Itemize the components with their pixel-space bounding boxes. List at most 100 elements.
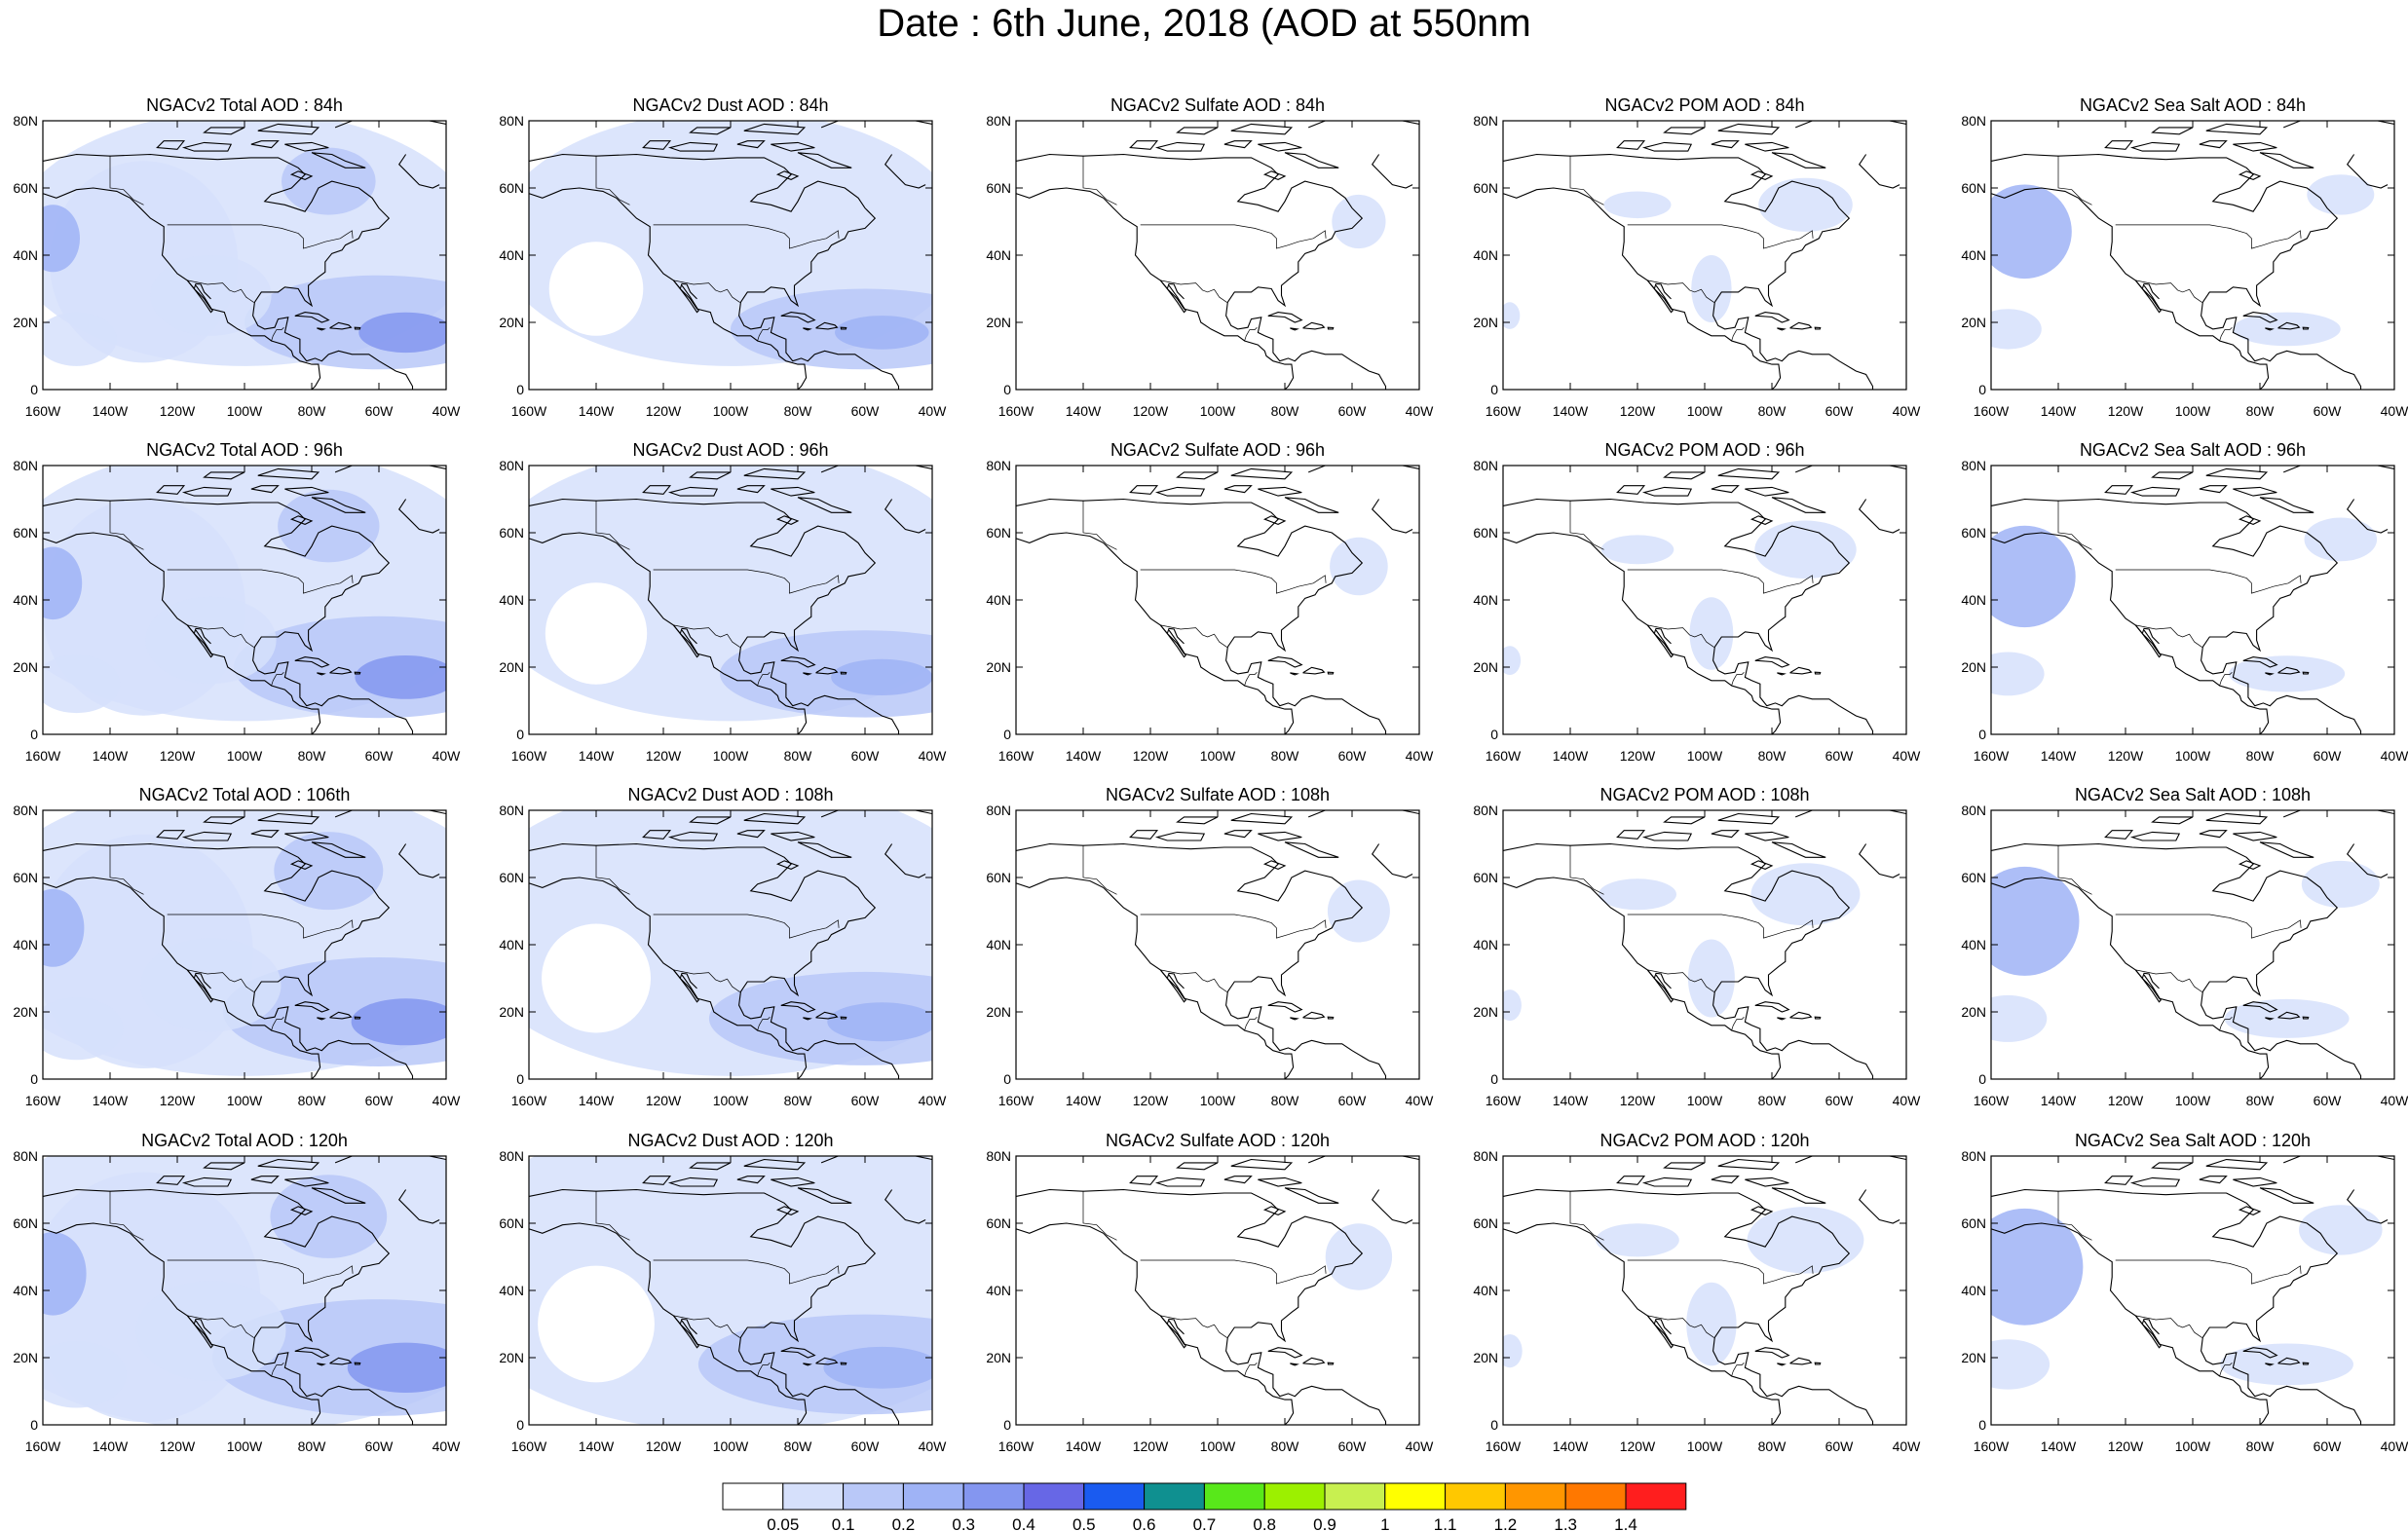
lon-tick-label: 80W [1271,748,1300,764]
lon-tick-label: 160W [1974,748,2010,764]
lon-tick-label: 40W [919,1438,948,1454]
coastlines [1991,466,2394,734]
lat-tick-label: 20N [13,1004,38,1020]
panel-title: NGACv2 POM AOD : 96h [1604,440,1804,460]
aod-plume [140,938,282,1032]
panel-title: NGACv2 POM AOD : 120h [1599,1131,1809,1150]
coastlines [1991,810,2394,1079]
lon-tick-label: 80W [1271,1093,1300,1108]
panel-title: NGACv2 Total AOD : 120h [141,1131,348,1150]
lon-tick-label: 160W [25,748,61,764]
aod-plume [1295,990,1342,1022]
aod-plume [1596,1223,1679,1257]
aod-plume [1991,866,2080,976]
lat-tick-label: 80N [499,458,524,473]
lon-tick-label: 40W [1406,403,1435,419]
lat-tick-label: 60N [1961,525,1986,541]
lat-tick-label: 20N [1961,315,1986,330]
colorbar-swatch [1564,1482,1627,1511]
political-borders [1082,1190,1327,1377]
aod-plume [282,147,376,215]
lat-tick-label: 40N [499,592,524,608]
lon-tick-label: 60W [851,1438,881,1454]
lat-tick-label: 0 [1490,382,1498,397]
aod-plume [697,1314,932,1415]
lat-tick-label: 60N [499,525,524,541]
colorbar-label: 1.3 [1554,1515,1577,1531]
political-borders [2057,1190,2302,1377]
lon-tick-label: 60W [365,403,395,419]
lon-tick-label: 120W [160,403,196,419]
map-panel: NGACv2 POM AOD : 120h 0 20N 40N 60N 80N 160W 14… [1473,1131,1921,1454]
lon-tick-label: 100W [227,748,263,764]
lon-tick-label: 80W [784,748,813,764]
lon-tick-label: 80W [2246,1438,2276,1454]
coastlines [43,1156,446,1425]
aod-plume [548,242,644,336]
lat-tick-label: 20N [1473,659,1498,675]
panel-title: NGACv2 Sulfate AOD : 96h [1110,440,1325,460]
aod-plume [1503,1334,1523,1368]
aod-plume [43,654,121,714]
lat-tick-label: 80N [13,1148,38,1164]
lat-tick-label: 0 [516,1417,524,1433]
coastlines [529,466,932,734]
aod-field [1503,1156,1906,1425]
lon-tick-label: 100W [2175,748,2211,764]
lon-tick-label: 120W [2108,748,2144,764]
aod-plume [1750,863,1861,926]
lon-tick-label: 160W [25,1093,61,1108]
coastlines [43,810,446,1079]
aod-plume [2304,517,2378,562]
lon-tick-label: 140W [2041,1438,2077,1454]
lon-tick-label: 40W [433,748,462,764]
lat-tick-label: 60N [986,1215,1011,1231]
lon-tick-label: 80W [1758,403,1787,419]
map-panel: NGACv2 Sea Salt AOD : 84h 0 20N 40N 60N 80N 16… [1961,95,2408,419]
lat-tick-label: 0 [1978,1417,1986,1433]
political-borders [595,844,840,1031]
lon-tick-label: 60W [851,403,881,419]
lon-tick-label: 40W [433,1093,462,1108]
aod-plume [1599,878,1676,911]
aod-plume [545,582,648,685]
lat-tick-label: 60N [499,1215,524,1231]
lon-tick-label: 140W [1066,1093,1102,1108]
political-borders [595,155,840,342]
lon-tick-label: 160W [25,403,61,419]
map-panel: NGACv2 Sea Salt AOD : 96h 0 20N 40N 60N 80N 16… [1961,440,2408,764]
lon-tick-label: 140W [579,1093,615,1108]
lon-tick-label: 60W [1825,1093,1855,1108]
lon-tick-label: 140W [1553,748,1589,764]
colorbar-label: 0.9 [1313,1515,1336,1531]
lat-tick-label: 0 [1490,1417,1498,1433]
map-panel: NGACv2 Dust AOD : 108h 0 20N 40N 60N 80N 160W 1… [499,785,947,1108]
lon-tick-label: 160W [25,1438,61,1454]
lat-tick-label: 60N [13,870,38,885]
lat-tick-label: 20N [13,659,38,675]
lon-tick-label: 60W [1825,1438,1855,1454]
lon-tick-label: 100W [713,403,749,419]
lat-tick-label: 0 [516,1071,524,1087]
aod-plume [1686,1282,1737,1366]
lat-tick-label: 80N [1473,458,1498,473]
aod-plume [1298,302,1339,329]
lon-tick-label: 160W [511,403,547,419]
lat-tick-label: 80N [1473,1148,1498,1164]
colorbar-swatch [1023,1482,1085,1511]
panel-title: NGACv2 Sulfate AOD : 84h [1110,95,1325,115]
aod-plume [1991,1208,2084,1326]
lat-tick-label: 60N [13,180,38,196]
political-borders [2057,155,2302,342]
lon-tick-label: 60W [1338,748,1368,764]
lon-tick-label: 140W [1066,748,1102,764]
lat-tick-label: 60N [1473,180,1498,196]
lat-tick-label: 40N [499,937,524,952]
lon-tick-label: 60W [1338,1093,1368,1108]
colorbar: 0.05 0.1 0.2 0.3 0.4 0.5 0.6 0.7 0.8 0.9 1 1.1 1.2 1.… [722,1482,1687,1531]
lat-tick-label: 60N [1961,1215,1986,1231]
lon-tick-label: 80W [2246,748,2276,764]
lon-tick-label: 40W [2381,403,2408,419]
lon-tick-label: 40W [433,403,462,419]
lat-tick-label: 0 [516,382,524,397]
